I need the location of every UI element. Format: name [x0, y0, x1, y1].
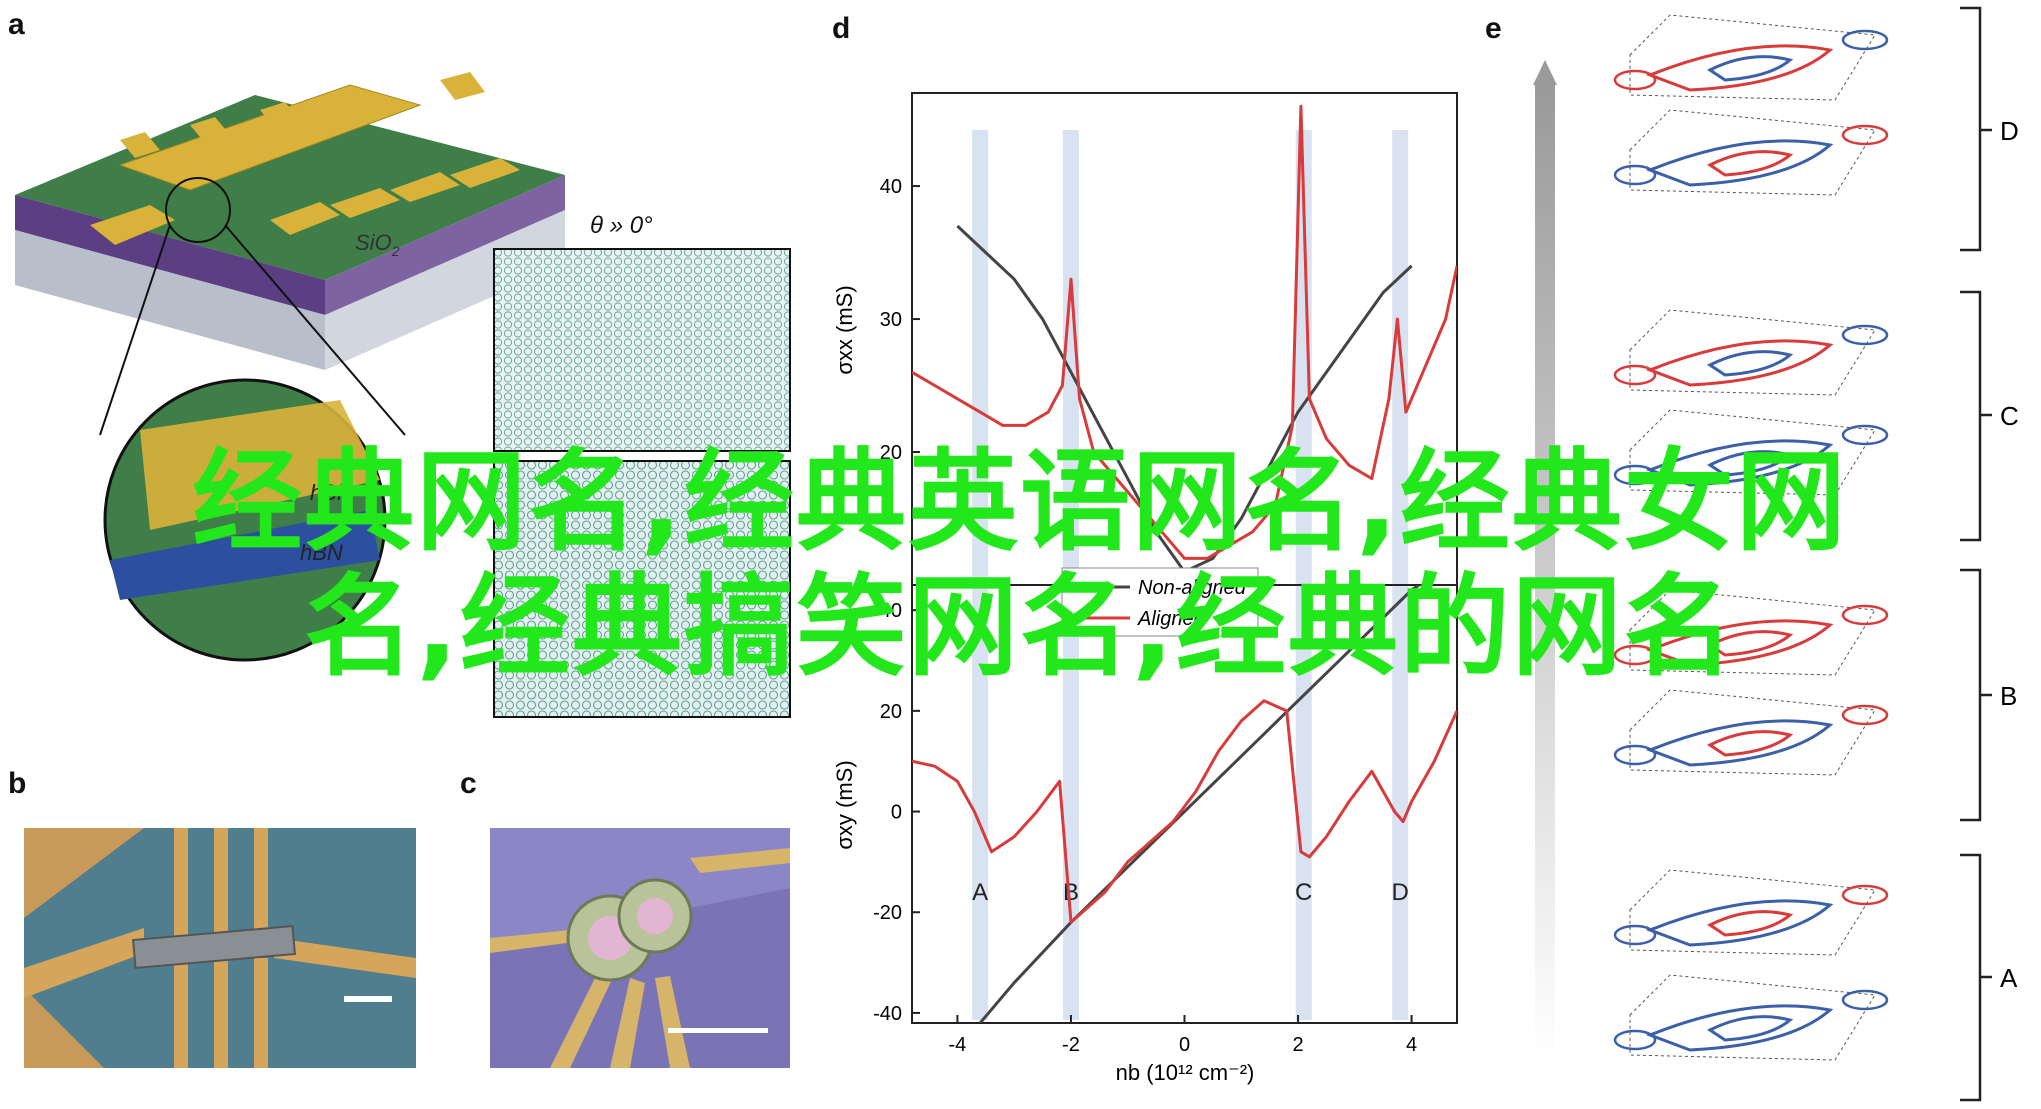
fermi-contour-outer	[1645, 439, 1834, 487]
band-a	[972, 130, 989, 1020]
hbn-top-label: hBN	[310, 480, 353, 505]
panel-label-e: e	[1485, 12, 1502, 45]
fermi-pocket	[1613, 69, 1657, 91]
scale-bar-c	[668, 1028, 768, 1033]
xtick-label: -2	[1062, 1034, 1080, 1056]
inset-title: θ » 0°	[590, 212, 653, 239]
legend-box	[1061, 567, 1259, 637]
panel-label-b: b	[8, 767, 27, 800]
brillouin-zone-outline	[1629, 869, 1876, 956]
fermi-contour-outer	[1645, 1004, 1834, 1052]
band-label-c: C	[1295, 879, 1312, 906]
fermi-contour-inner	[1707, 150, 1794, 177]
fermi-pocket	[1841, 324, 1889, 346]
fermi-pocket	[1841, 124, 1889, 146]
series-sxy-aligned	[912, 699, 1457, 924]
lattice-image-bottom	[493, 460, 791, 718]
bracket-label-a: A	[2000, 963, 2018, 993]
legend-aligned: Aligned	[1137, 608, 1206, 630]
ytick-label-bottom: 40	[880, 600, 902, 622]
fermi-contour-inner	[1707, 55, 1794, 82]
panel-label-d: d	[832, 12, 851, 45]
brillouin-zone-outline	[1629, 689, 1876, 776]
brillouin-zone-outline	[1629, 589, 1876, 676]
fermi-pocket	[1613, 164, 1657, 186]
gradient-arrow	[1533, 60, 1557, 1060]
ytick-label-bottom: -20	[873, 902, 902, 924]
ytick-label-top: 30	[880, 309, 902, 331]
band-label-d: D	[1392, 879, 1409, 906]
scale-bar-b	[344, 996, 392, 1002]
fermi-contour-inner	[1707, 450, 1794, 477]
fermi-pocket	[1613, 744, 1657, 766]
sigma-xx-axis-label: σxx (mS)	[832, 285, 857, 374]
fermi-pocket	[1841, 29, 1889, 51]
fermi-contour-outer	[1645, 139, 1834, 187]
brillouin-zone-outline	[1629, 974, 1876, 1061]
series-sxy-non-aligned	[978, 585, 1422, 1023]
device-schematic: SiO2 hBN hBN	[15, 72, 565, 662]
fermi-pocket	[1841, 989, 1889, 1011]
legend-nonaligned: Non-aligned	[1138, 577, 1247, 599]
fermi-pocket	[1613, 364, 1657, 386]
band-d	[1392, 130, 1409, 1020]
brillouin-zone-outline	[1629, 109, 1876, 196]
brillouin-zone-outline	[1629, 309, 1876, 396]
bracket-label-c: C	[2000, 401, 2019, 431]
sigma-xy-axis-label: σxy (mS)	[832, 760, 857, 849]
fermi-pocket	[1613, 924, 1657, 946]
fermi-contour-inner	[1707, 630, 1794, 657]
fermi-contour-outer	[1645, 719, 1834, 767]
ytick-label-top: 20	[880, 442, 902, 464]
fermi-contour-inner	[1707, 350, 1794, 377]
xtick-label: -4	[949, 1034, 967, 1056]
fermi-contour-outer	[1645, 339, 1834, 387]
band-label-a: A	[972, 879, 988, 906]
fermi-pocket	[1841, 884, 1889, 906]
ytick-label-bottom: 20	[880, 701, 902, 723]
ytick-label-bottom: 0	[891, 802, 902, 824]
band-label-b: B	[1063, 879, 1079, 906]
fermi-contour-outer	[1645, 44, 1834, 92]
panel-label-c: c	[460, 767, 477, 800]
fermi-contour-outer	[1645, 899, 1834, 947]
fermi-pocket	[1841, 704, 1889, 726]
xtick-label: 2	[1292, 1034, 1303, 1056]
fermi-contour-inner	[1707, 910, 1794, 937]
device-micrograph-b	[24, 828, 416, 1068]
bracket-label-b: B	[2000, 681, 2017, 711]
hbn-bottom-label: hBN	[300, 540, 343, 565]
device-micrograph-c	[490, 828, 790, 1068]
fermi-pocket	[1841, 604, 1889, 626]
fermi-contour-inner	[1707, 730, 1794, 757]
xtick-label: 4	[1406, 1034, 1417, 1056]
bracket-label-d: D	[2000, 116, 2019, 146]
xtick-label: 0	[1179, 1034, 1190, 1056]
contour-schematics: D C B A	[1613, 6, 2019, 1102]
series-sxx-non-aligned	[956, 224, 1413, 574]
sio2-label: SiO2	[355, 230, 400, 259]
brillouin-zone-outline	[1629, 409, 1876, 496]
nb-axis-label: nb (10¹² cm⁻²)	[1116, 1060, 1255, 1085]
fermi-pocket	[1841, 424, 1889, 446]
fermi-contour-inner	[1707, 1015, 1794, 1042]
brillouin-zone-outline	[1629, 14, 1876, 101]
series-sxx-aligned	[912, 104, 1457, 560]
fermi-pocket	[1613, 464, 1657, 486]
panel-label-a: a	[8, 8, 25, 41]
fermi-pocket	[1613, 1029, 1657, 1051]
ytick-label-bottom: -40	[873, 1003, 902, 1025]
lattice-image-top	[493, 248, 791, 452]
fermi-pocket	[1613, 644, 1657, 666]
fermi-contour-outer	[1645, 619, 1834, 667]
ytick-label-top: 40	[880, 176, 902, 198]
